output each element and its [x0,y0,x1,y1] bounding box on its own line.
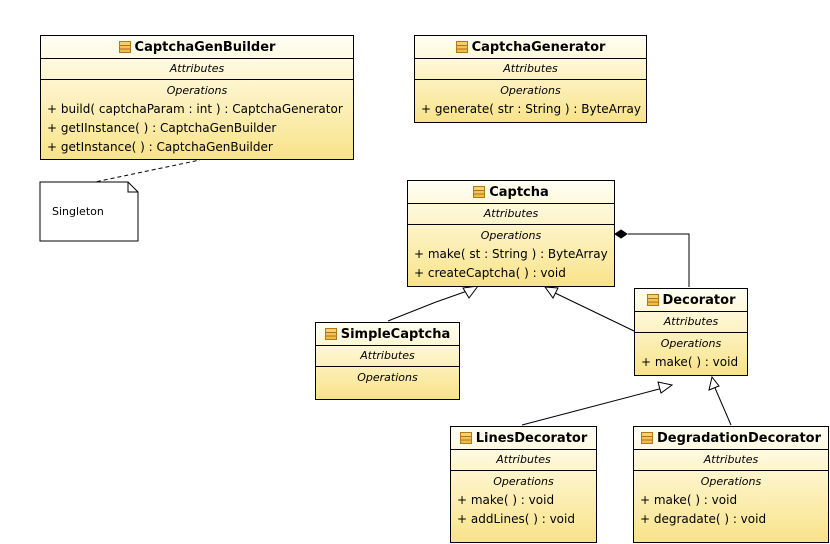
operation: + addLines( ) : void [457,512,575,526]
class-lines-decorator[interactable]: LinesDecorator Attributes Operations + m… [450,426,597,543]
operation: + createCaptcha( ) : void [414,266,566,280]
decorator-generalization-line [552,291,635,332]
attributes-section: Attributes [634,450,828,471]
class-name: CaptchaGenerator [471,39,606,55]
class-icon [640,432,653,444]
class-simple-captcha[interactable]: SimpleCaptcha Attributes Operations [315,322,460,400]
attributes-label: Attributes [483,207,539,220]
decorator-composition-diamond [614,229,628,239]
class-captcha-generator[interactable]: CaptchaGenerator Attributes Operations +… [414,35,647,123]
operations-label: Operations [357,371,418,384]
singleton-note[interactable]: Singleton [40,182,138,241]
operation: + make( ) : void [641,355,739,369]
operations-label: Operations [700,475,762,488]
class-header: Decorator [635,289,747,312]
class-icon [473,186,486,198]
operations-section: Operations + generate( str : String ) : … [415,80,646,119]
operation: + build( captchaParam : int ) : CaptchaG… [47,102,343,116]
attributes-label: Attributes [496,453,551,466]
operations-label: Operations [493,475,554,488]
class-icon [459,432,472,444]
operation: + getInstance( ) : CaptchaGenBuilder [47,140,273,154]
note-shape [39,181,139,242]
operations-section: Operations + make( ) : void [635,333,747,372]
decorator-composition-line [628,233,690,287]
attributes-label: Attributes [360,349,415,362]
operations-section: Operations + build( captchaParam : int )… [41,80,353,157]
class-icon [324,328,337,340]
degradationdecorator-generalization-line [714,387,732,426]
simplecaptcha-generalization-arrow [462,285,480,299]
class-header: Captcha [408,181,614,204]
operation: + degradate( ) : void [640,512,767,526]
note-text: Singleton [52,205,104,218]
operation: + getIInstance( ) : CaptchaGenBuilder [47,121,277,135]
class-icon [455,41,468,53]
class-name: SimpleCaptcha [340,326,451,342]
class-name: Captcha [489,184,549,200]
class-header: SimpleCaptcha [316,323,459,346]
class-captcha-gen-builder[interactable]: CaptchaGenBuilder Attributes Operations … [40,35,354,160]
operations-section: Operations + make( ) : void + addLines( … [451,471,596,529]
class-captcha[interactable]: Captcha Attributes Operations + make( st… [407,180,615,287]
class-icon [646,294,659,306]
operations-section: Operations + make( ) : void + degradate(… [634,471,828,529]
class-decorator[interactable]: Decorator Attributes Operations + make( … [634,288,748,376]
attributes-section: Attributes [408,204,614,225]
operation: + make( st : String ) : ByteArray [414,247,608,261]
operations-label: Operations [480,229,542,242]
linesdecorator-generalization-arrow [657,381,674,394]
class-header: CaptchaGenBuilder [41,36,353,59]
class-header: LinesDecorator [451,427,596,450]
class-header: CaptchaGenerator [415,36,646,59]
operations-label: Operations [660,337,722,350]
operations-section: Operations + make( st : String ) : ByteA… [408,225,614,283]
attributes-section: Attributes [316,346,459,367]
note-fold [127,182,138,193]
operation: + generate( str : String ) : ByteArray [421,102,642,116]
class-name: Decorator [662,292,736,308]
class-header: DegradationDecorator [634,427,828,450]
attributes-section: Attributes [41,59,353,80]
class-name: LinesDecorator [475,430,588,446]
attributes-label: Attributes [703,453,759,466]
attributes-section: Attributes [415,59,646,80]
decorator-generalization-arrow [543,286,559,299]
degradationdecorator-generalization-arrow [708,375,720,391]
class-icon [118,41,131,53]
simplecaptcha-generalization-line [387,289,471,322]
operation: + make( ) : void [640,493,738,507]
class-name: CaptchaGenBuilder [134,39,276,55]
linesdecorator-generalization-line [521,387,664,426]
class-name: DegradationDecorator [656,430,822,446]
operation: + make( ) : void [457,493,555,507]
class-degradation-decorator[interactable]: DegradationDecorator Attributes Operatio… [633,426,829,543]
attributes-label: Attributes [169,62,225,75]
attributes-label: Attributes [503,62,558,75]
attributes-section: Attributes [635,312,747,333]
attributes-label: Attributes [663,315,719,328]
operations-label: Operations [166,84,228,97]
operations-section: Operations [316,367,459,387]
operations-label: Operations [500,84,561,97]
attributes-section: Attributes [451,450,596,471]
note-link-line [89,159,201,184]
